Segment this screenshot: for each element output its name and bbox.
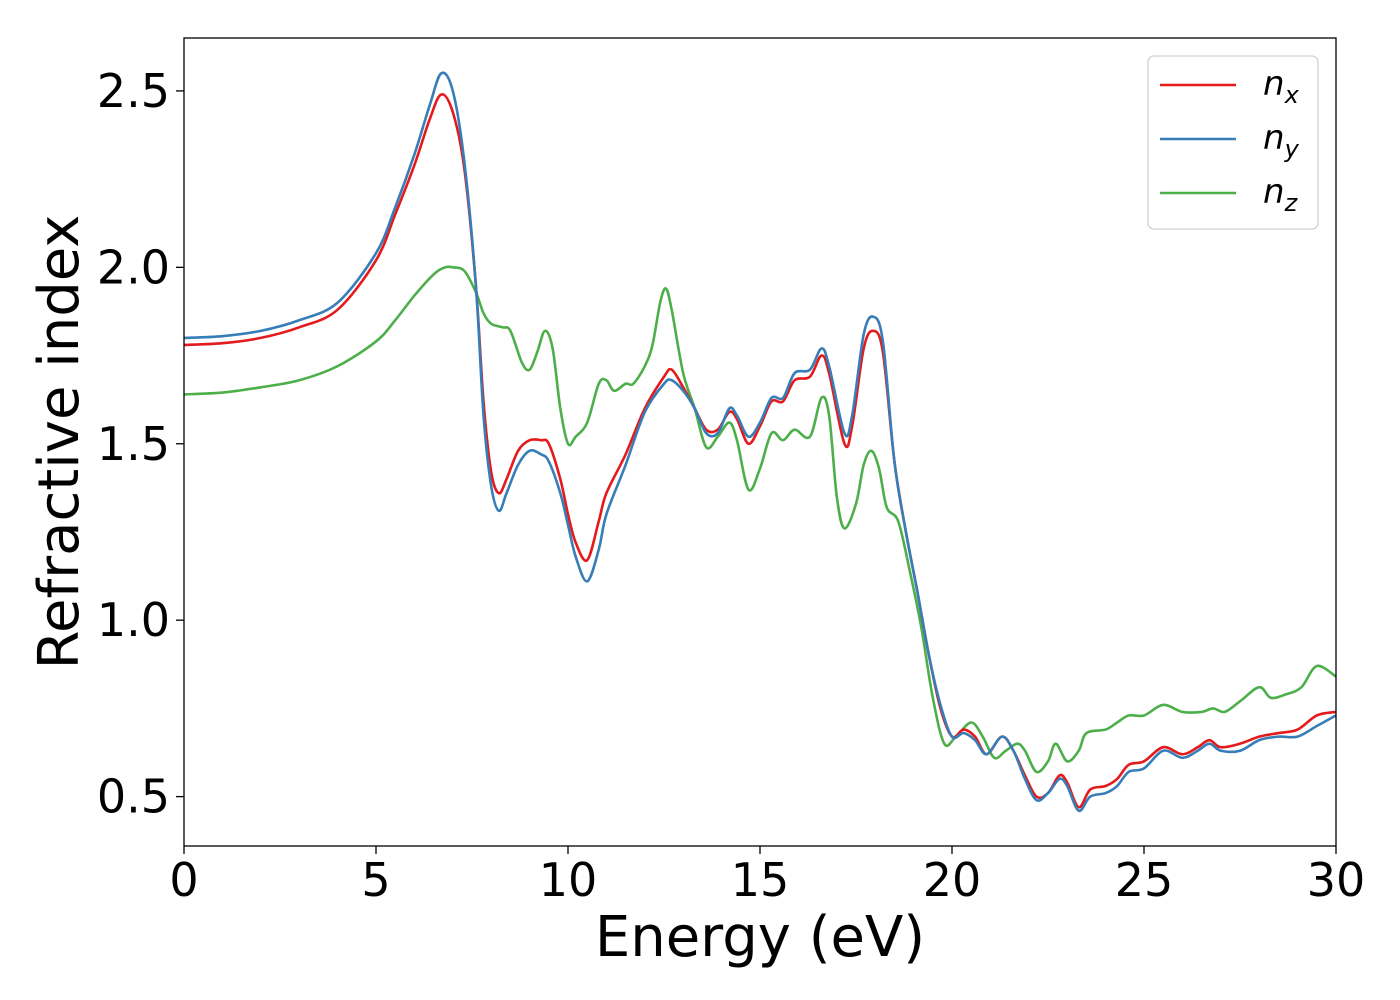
x-tick-label: 15 [731,853,790,907]
y-tick-label: 0.5 [97,770,170,824]
x-tick-label: 5 [361,853,390,907]
series-line-z [184,265,1336,774]
y-tick-label: 1.5 [97,417,170,471]
x-tick-label: 30 [1307,853,1366,907]
y-axis-ticks: 0.5 1.0 1.5 2.0 2.5 [97,64,184,824]
x-tick-label: 10 [539,853,598,907]
plot-background [184,38,1336,846]
legend-label-z: nz [1263,172,1299,217]
y-tick-label: 1.0 [97,593,170,647]
x-tick-label: 25 [1115,853,1174,907]
y-tick-label: 2.0 [97,240,170,294]
x-axis-ticks: 0 5 10 15 20 25 30 [169,846,1365,907]
legend: nx ny nz [1147,55,1319,230]
x-tick-label: 0 [169,853,198,907]
y-axis-label: Refractive index [27,215,92,670]
x-axis-label: Energy (eV) [595,905,925,970]
y-tick-label: 2.5 [97,64,170,118]
series-line-y [184,71,1336,813]
series-layer [184,71,1336,813]
legend-label-y: ny [1263,118,1300,163]
legend-box [1147,55,1319,230]
legend-label-x: nx [1263,64,1300,109]
x-tick-label: 20 [923,853,982,907]
